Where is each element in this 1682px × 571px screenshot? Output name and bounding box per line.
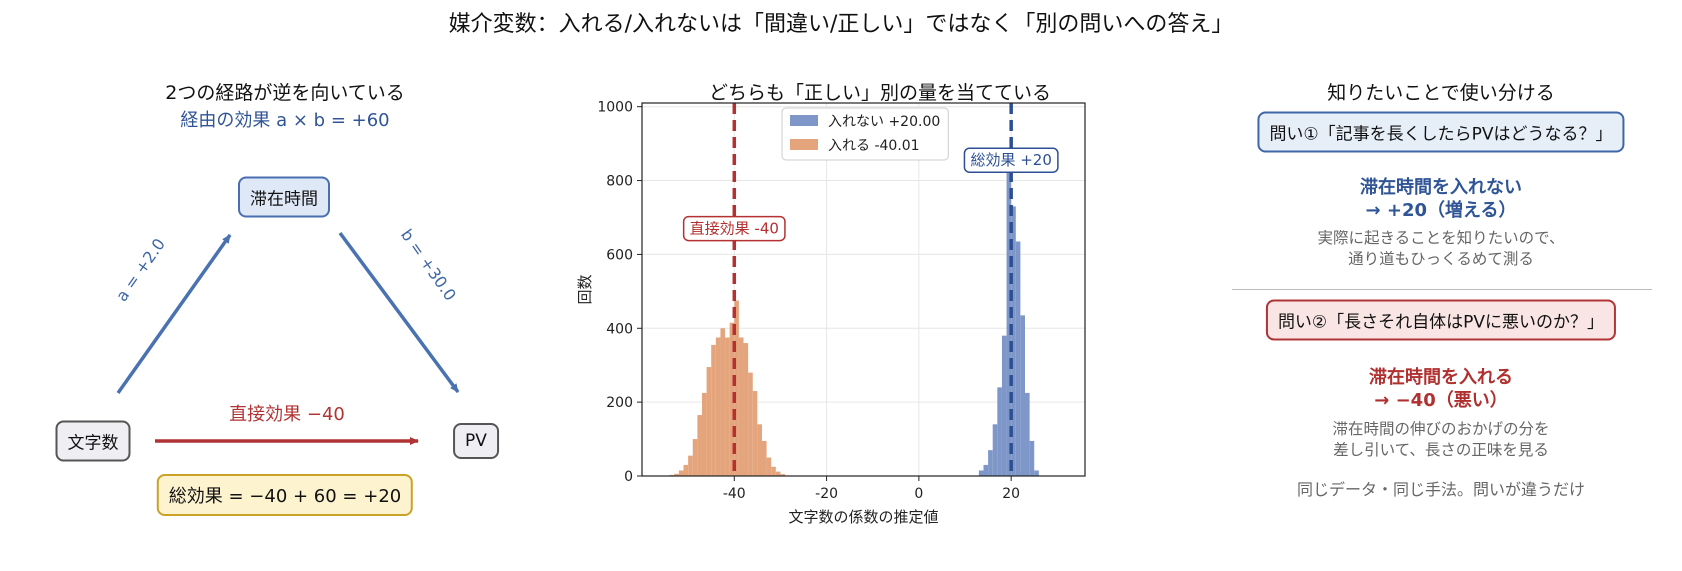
histogram-bar [1015, 241, 1021, 476]
histogram-bar [752, 391, 758, 476]
histogram-bar [697, 415, 702, 476]
histogram-bar [757, 424, 762, 476]
reference-lines [732, 103, 1013, 476]
explanation-2-line1: 滞在時間の伸びのおかげの分を [1332, 420, 1550, 438]
histogram-bar [706, 367, 712, 476]
x-tick-label: -20 [815, 486, 838, 502]
label-box [682, 215, 786, 242]
histogram-bar [780, 474, 786, 476]
chart-title: どちらも「正しい」別の量を当てている [708, 82, 1052, 104]
question-2-box: 問い②「長さそれ自体はPVに悪いのか？」 [1265, 299, 1617, 341]
answer-2: 滞在時間を入れる → −40（悪い） [1369, 366, 1513, 412]
plot-frame [641, 102, 1086, 477]
label-box [963, 147, 1059, 173]
x-tick-label: 20 [1002, 486, 1020, 502]
legend-frame [781, 107, 949, 161]
histogram-bar [978, 470, 984, 476]
label-text: 直接効果 -40 [690, 220, 779, 238]
histogram-bar [683, 464, 689, 476]
histogram-bar [701, 392, 707, 476]
histogram-bar [983, 464, 989, 476]
footer-note: 同じデータ・同じ手法。問いが違うだけ [1296, 480, 1586, 499]
histogram-bar [674, 473, 679, 476]
y-tick-label: 400 [606, 321, 633, 337]
explanation-1-line1: 実際に起きることを知りたいので、 [1317, 229, 1565, 247]
y-axis-label: 回数 [576, 274, 594, 304]
explanation-1: 実際に起きることを知りたいので、 通り道もひっくるめて測る [1317, 228, 1564, 270]
histogram-bar [992, 424, 998, 476]
node-y: PV [453, 423, 499, 459]
label-text: 総効果 +20 [970, 151, 1051, 169]
x-axis-label: 文字数の係数の推定値 [788, 508, 938, 526]
histogram-bar [1011, 206, 1016, 476]
path-a-label: a = +2.0 [112, 235, 169, 305]
x-tick-label: -40 [723, 486, 746, 502]
legend: 入れない +20.00 入れる -40.01 [781, 107, 949, 161]
y-tick-label: 200 [606, 395, 633, 411]
y-tick-label: 600 [606, 247, 633, 263]
histogram-bar [997, 387, 1002, 476]
histogram-bar [766, 457, 772, 476]
path-b-label: b = +30.0 [397, 225, 460, 304]
answer-2-line2: → −40（悪い） [1374, 390, 1508, 411]
legend-swatch [790, 139, 818, 150]
histogram-bar [1001, 335, 1007, 476]
answer-1-line2: → +20（増える） [1365, 200, 1517, 221]
histogram-bar [771, 466, 776, 476]
left-panel-title: 2つの経路が逆を向いている [165, 82, 405, 104]
histogram-bar [720, 328, 726, 476]
bars [669, 156, 1039, 476]
histogram-bar [1006, 156, 1012, 476]
total-effect-box: 総効果 = −40 + 60 = +20 [156, 474, 414, 516]
path-diagram: a = +2.0 b = +30.0 直接効果 −40 [112, 225, 460, 445]
figure-title: 媒介変数：入れる/入れないは「間違い/正しい」ではなく「別の問いへの答え」 [448, 12, 1234, 37]
node-mediator: 滞在時間 [238, 176, 330, 218]
node-x: 文字数 [55, 420, 131, 462]
histogram-bar [738, 337, 744, 476]
histogram-bar [1020, 315, 1026, 476]
y-tick-label: 1000 [597, 100, 633, 116]
histogram-bar [725, 337, 730, 476]
right-panel-title: 知りたいことで使い分ける [1327, 82, 1555, 104]
histogram-bar [734, 300, 739, 476]
histogram-bar [743, 343, 749, 476]
legend-box: 入れない +20.00 入れる -40.01 [781, 107, 949, 161]
histogram-bar [1029, 440, 1035, 476]
x-tick-label: 0 [914, 486, 923, 502]
histogram-bar [711, 344, 716, 476]
explanation-2: 滞在時間の伸びのおかげの分を 差し引いて、長さの正味を見る [1332, 419, 1549, 461]
histogram-bar [688, 455, 693, 476]
histogram-bar [715, 337, 721, 476]
histogram-bar [1034, 470, 1039, 476]
reference-line-label: 総効果 +20 [963, 147, 1059, 173]
y-tick-label: 0 [624, 469, 633, 485]
path-b-arrow [338, 231, 460, 394]
direct-effect-label: 直接効果 −40 [229, 404, 345, 425]
histogram-bar [678, 470, 684, 476]
left-panel-subtitle: 経由の効果 a × b = +60 [180, 110, 390, 131]
explanation-2-line2: 差し引いて、長さの正味を見る [1333, 441, 1549, 459]
explanation-1-line2: 通り道もひっくるめて測る [1348, 250, 1534, 268]
histogram-bar [761, 440, 767, 476]
answer-2-line1: 滞在時間を入れる [1369, 367, 1513, 388]
y-tick-label: 800 [606, 174, 633, 190]
divider [1232, 289, 1652, 290]
histogram-bar [1025, 392, 1030, 476]
legend-label: 入れない +20.00 [828, 114, 940, 130]
histogram-bar [775, 471, 781, 476]
reference-line-label: 直接効果 -40 [682, 215, 786, 242]
legend-label: 入れる -40.01 [828, 138, 920, 154]
histogram-bar [692, 439, 698, 476]
question-1-box: 問い①「記事を長くしたらPVはどうなる？」 [1257, 111, 1625, 153]
answer-1-line1: 滞在時間を入れない [1360, 177, 1522, 198]
histogram-bar [988, 450, 993, 476]
line-labels: 直接効果 -40 総効果 +20 [682, 147, 1059, 242]
histogram-bar [748, 372, 753, 476]
histogram-bar [729, 322, 735, 476]
legend-swatch [790, 115, 818, 126]
answer-1: 滞在時間を入れない → +20（増える） [1360, 176, 1522, 222]
path-a-arrow [116, 233, 232, 395]
